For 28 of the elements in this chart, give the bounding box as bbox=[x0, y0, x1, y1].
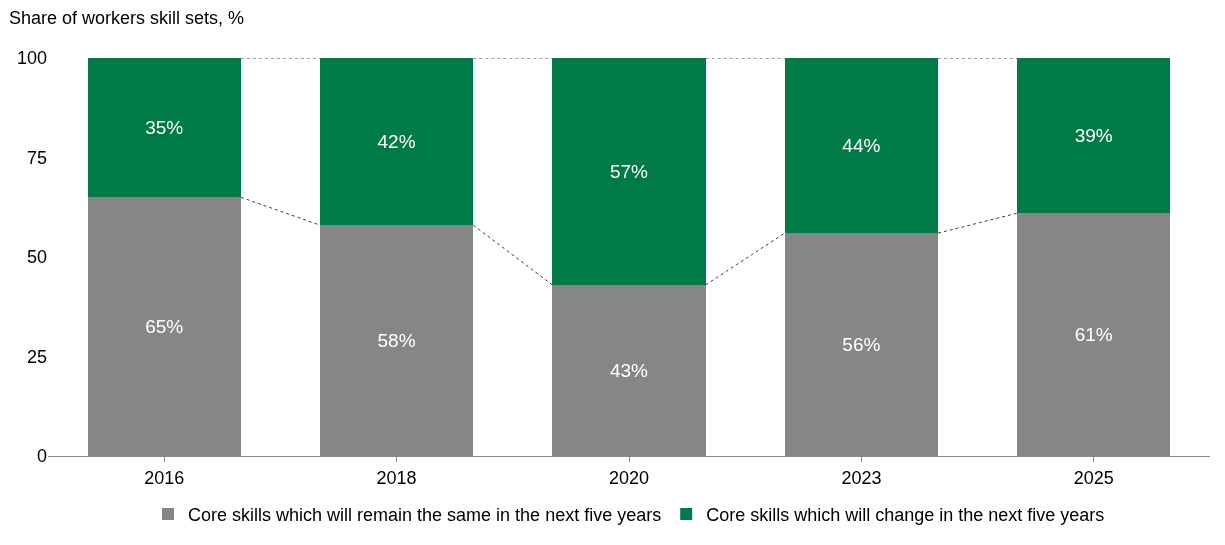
x-tick-label: 2018 bbox=[376, 467, 417, 488]
data-label: 61% bbox=[1074, 324, 1113, 346]
data-label: 44% bbox=[842, 135, 881, 157]
bar bbox=[552, 58, 706, 285]
legend-label: Core skills which will remain the same in the next five years bbox=[188, 505, 662, 526]
data-label: 56% bbox=[842, 334, 881, 356]
x-tick-label: 2025 bbox=[1073, 467, 1114, 488]
data-label: 58% bbox=[377, 330, 416, 352]
y-tick-label: 25 bbox=[26, 346, 47, 367]
legend-label: Core skills which will change in the next five years bbox=[706, 505, 1105, 526]
x-tick-label: 2023 bbox=[841, 467, 882, 488]
y-tick-label: 75 bbox=[26, 147, 47, 168]
bar bbox=[87, 58, 241, 198]
y-axis-title: Share of workers skill sets, % bbox=[9, 8, 245, 28]
data-label: 57% bbox=[609, 160, 649, 182]
bar bbox=[319, 58, 474, 226]
y-tick-label: 50 bbox=[26, 247, 47, 268]
data-label: 35% bbox=[145, 117, 184, 139]
y-tick-label: 100 bbox=[16, 48, 47, 69]
bar bbox=[784, 58, 939, 234]
data-label: 39% bbox=[1074, 125, 1113, 147]
y-tick-label: 0 bbox=[36, 446, 47, 467]
data-label: 42% bbox=[377, 131, 416, 153]
data-label: 43% bbox=[609, 359, 649, 381]
x-tick-label: 2016 bbox=[144, 467, 185, 488]
data-label: 65% bbox=[145, 316, 184, 338]
x-tick-label: 2020 bbox=[608, 467, 650, 488]
bar bbox=[1017, 58, 1171, 214]
